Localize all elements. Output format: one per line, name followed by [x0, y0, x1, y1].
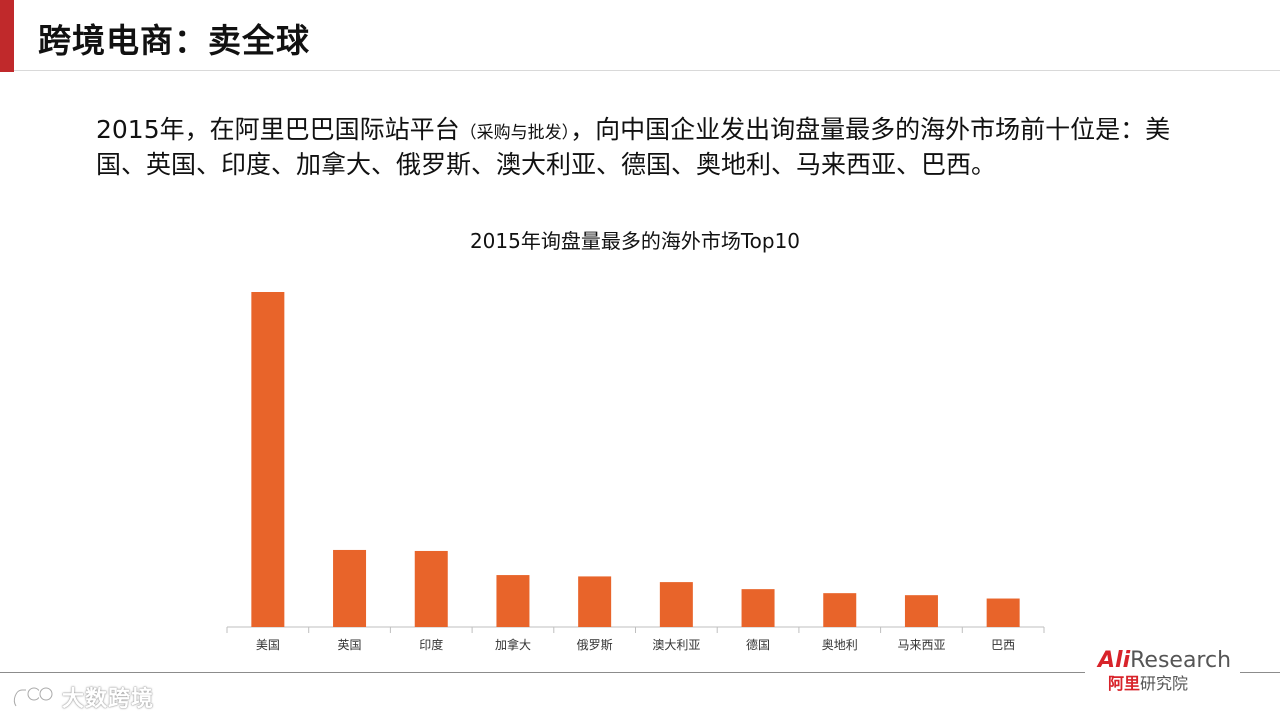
- x-tick-label: 马来西亚: [897, 638, 945, 652]
- slide-title: 跨境电商：卖全球: [38, 21, 310, 60]
- intro-text-rest: ，向中国企业发出询盘量最多的海外市场前十位是：美国、英国、印度、加拿大、俄罗斯、…: [96, 115, 1171, 179]
- link-icon: [12, 686, 54, 708]
- x-tick-label: 巴西: [991, 638, 1015, 652]
- x-tick-label: 奥地利: [822, 638, 858, 652]
- x-tick-label: 澳大利亚: [652, 638, 700, 652]
- accent-bar: [0, 0, 14, 72]
- x-tick-label: 俄罗斯: [577, 638, 613, 652]
- intro-paragraph: 2015年，在阿里巴巴国际站平台（采购与批发），向中国企业发出询盘量最多的海外市…: [96, 114, 1216, 181]
- bar: [496, 575, 530, 627]
- bar: [251, 292, 285, 627]
- intro-text-main: 2015年，在阿里巴巴国际站平台: [96, 115, 460, 144]
- logo-research: Research: [1130, 648, 1232, 673]
- x-tick-label: 印度: [419, 637, 443, 652]
- footer-divider: [0, 672, 1085, 673]
- x-tick-label: 英国: [338, 638, 362, 652]
- x-tick-label: 美国: [256, 638, 280, 652]
- bar: [986, 598, 1020, 627]
- chart-title: 2015年询盘量最多的海外市场Top10: [469, 229, 801, 253]
- aliresearch-logo: AliResearch 阿里研究院: [1098, 648, 1240, 698]
- logo-cn-ali: 阿里: [1108, 674, 1141, 693]
- logo-cn-institute: 研究院: [1140, 674, 1189, 693]
- intro-text-note: （采购与批发）: [459, 123, 571, 143]
- bar: [904, 595, 938, 627]
- logo-english: AliResearch: [1098, 648, 1240, 674]
- bar: [823, 593, 857, 627]
- x-tick-label: 加拿大: [495, 637, 531, 652]
- bar: [414, 550, 448, 627]
- watermark-text: 大数跨境: [62, 687, 155, 712]
- logo-chinese: 阿里研究院: [1098, 674, 1240, 694]
- bar: [333, 549, 367, 627]
- logo-ali: Ali: [1098, 648, 1131, 673]
- watermark: 大数跨境: [10, 680, 154, 714]
- footer-divider-right: [1240, 672, 1280, 673]
- x-tick-label: 德国: [746, 637, 770, 652]
- bar: [741, 589, 775, 627]
- title-divider: [14, 70, 1280, 71]
- bar: [659, 582, 693, 627]
- bar: [578, 576, 612, 627]
